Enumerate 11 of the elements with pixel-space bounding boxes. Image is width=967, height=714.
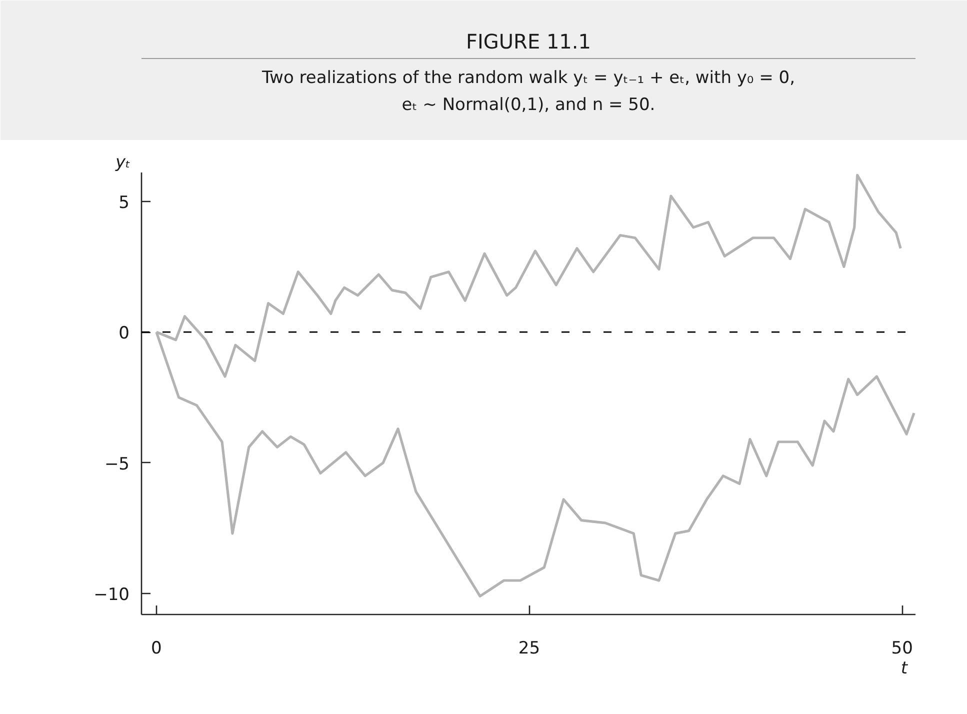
y-tick-label: −10 bbox=[94, 585, 130, 606]
y-axis-title: yₜ bbox=[114, 152, 131, 172]
y-tick-label: 5 bbox=[118, 192, 130, 213]
y-tick-label: 0 bbox=[118, 324, 130, 344]
x-tick-label: 50 bbox=[891, 638, 913, 658]
x-tick-label: 0 bbox=[151, 638, 162, 658]
chart-title: FIGURE 11.1 bbox=[466, 30, 591, 54]
x-tick-label: 25 bbox=[518, 638, 540, 658]
x-axis-title: t bbox=[900, 658, 909, 678]
y-tick-label: −5 bbox=[104, 454, 130, 474]
chart-subtitle: Two realizations of the random walk yₜ = yₜ₋₁ + eₜ, with y₀ = 0, eₜ ∼ Normal(0,1), and n = 50. bbox=[260, 68, 796, 116]
